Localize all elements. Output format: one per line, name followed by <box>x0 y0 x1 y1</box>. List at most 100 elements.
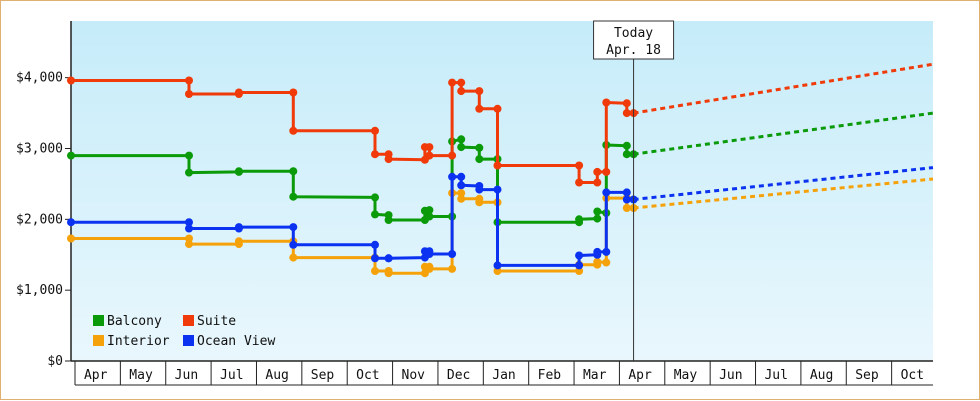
data-point <box>493 185 502 194</box>
x-tick-label: Dec <box>447 368 470 383</box>
data-point <box>493 267 502 275</box>
data-point <box>289 192 298 201</box>
data-point <box>371 240 379 249</box>
x-tick-label: Apr <box>84 368 108 383</box>
y-tick-label: $0 <box>47 354 63 369</box>
data-point <box>289 240 298 249</box>
legend-swatch <box>93 315 104 326</box>
data-point <box>67 234 75 243</box>
data-point <box>234 88 243 97</box>
data-point <box>67 218 75 227</box>
legend-label: Ocean View <box>197 334 275 349</box>
x-tick-label: Aug <box>265 368 288 383</box>
x-tick-label: Sep <box>311 368 335 383</box>
data-point <box>384 269 393 278</box>
x-tick-label: Apr <box>628 368 652 383</box>
data-point <box>448 264 457 273</box>
x-tick-label: Jun <box>719 368 742 383</box>
data-point <box>575 215 584 224</box>
data-point <box>493 161 502 170</box>
data-point <box>593 167 602 176</box>
data-point <box>289 253 298 262</box>
data-point <box>425 212 434 221</box>
data-point <box>289 167 298 176</box>
data-point <box>448 172 457 181</box>
data-point <box>425 143 434 152</box>
data-point <box>575 251 584 260</box>
data-point <box>185 76 193 85</box>
series-layer <box>67 62 934 278</box>
data-point <box>289 126 298 135</box>
series-ocean-view <box>67 166 934 270</box>
data-point <box>457 194 466 203</box>
data-point <box>602 247 611 256</box>
data-point <box>384 254 393 263</box>
plot-background <box>71 21 933 361</box>
data-point <box>185 218 193 227</box>
data-point <box>371 267 379 275</box>
data-point <box>622 195 631 204</box>
data-point <box>575 178 584 187</box>
today-box <box>593 20 675 60</box>
data-point <box>457 181 466 190</box>
data-point <box>185 168 193 177</box>
data-point <box>371 150 379 159</box>
data-point <box>425 250 434 258</box>
data-point <box>593 247 602 256</box>
data-point <box>384 155 393 164</box>
data-point <box>67 151 75 160</box>
legend-label: Balcony <box>107 314 162 329</box>
data-point <box>475 198 484 207</box>
data-point <box>289 88 298 97</box>
data-point <box>425 206 434 215</box>
x-tick-label: Oct <box>356 368 379 383</box>
x-tick-label: Mar <box>583 368 607 383</box>
y-tick-label: $4,000 <box>16 71 63 86</box>
data-point <box>622 150 631 159</box>
data-point <box>457 172 466 181</box>
series-projection-line <box>633 62 934 115</box>
data-point <box>289 223 298 232</box>
x-tick-label: Jun <box>175 368 198 383</box>
legend-label: Interior <box>107 334 170 349</box>
legend-swatch <box>93 335 104 346</box>
data-point <box>622 188 631 197</box>
y-tick-label: $3,000 <box>16 142 63 157</box>
data-point <box>425 264 434 273</box>
data-point <box>475 155 484 164</box>
data-point <box>234 223 243 232</box>
data-point <box>67 76 75 85</box>
data-point <box>493 104 502 113</box>
legend: Balcony Suite Interior Ocean View <box>93 314 275 349</box>
data-point <box>575 267 584 275</box>
legend-label: Suite <box>197 314 236 329</box>
today-marker: Today Apr. 18 <box>593 20 675 361</box>
today-date: Apr. 18 <box>606 43 661 58</box>
x-tick-label: Aug <box>810 368 833 383</box>
x-tick-label: May <box>129 368 153 383</box>
data-point <box>185 90 193 98</box>
data-point <box>622 204 631 212</box>
x-tick-label: Jul <box>764 368 787 383</box>
y-axis: $0 $1,000 $2,000 $3,000 $4,000 <box>16 21 72 369</box>
y-tick-label: $1,000 <box>16 283 63 298</box>
data-point <box>448 78 457 87</box>
series-suite <box>67 62 934 187</box>
x-tick-label: May <box>674 368 698 383</box>
data-point <box>593 214 602 223</box>
data-point <box>475 87 484 96</box>
data-point <box>575 261 584 270</box>
x-axis: Apr May Jun Jul Aug Sep Oct Nov Dec Jan Feb Mar Apr M… <box>71 360 933 386</box>
x-tick-label: Nov <box>402 368 426 383</box>
data-point <box>602 167 611 176</box>
data-point <box>602 188 611 197</box>
data-point <box>457 87 466 96</box>
legend-swatch <box>183 315 194 326</box>
data-point <box>457 78 466 87</box>
data-point <box>457 189 466 198</box>
data-point <box>185 151 193 160</box>
x-tick-label: Oct <box>901 368 924 383</box>
y-tick-label: $2,000 <box>16 212 63 227</box>
data-point <box>593 257 602 266</box>
